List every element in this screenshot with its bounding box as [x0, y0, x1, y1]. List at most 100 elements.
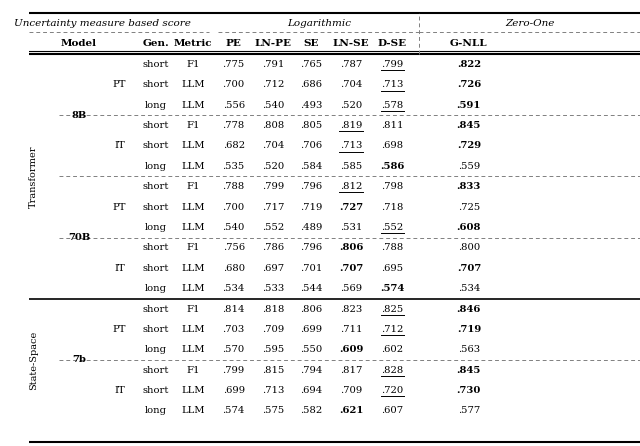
Text: State-Space: State-Space	[29, 330, 38, 390]
Text: .700: .700	[223, 80, 244, 89]
Text: .712: .712	[381, 325, 404, 334]
Text: .584: .584	[300, 162, 323, 171]
Text: .814: .814	[222, 305, 245, 314]
Text: .585: .585	[340, 162, 362, 171]
Text: .701: .701	[300, 264, 323, 273]
Text: .796: .796	[300, 182, 323, 191]
Text: .788: .788	[381, 244, 404, 252]
Text: .812: .812	[340, 182, 362, 191]
Text: LLM: LLM	[181, 386, 204, 395]
Text: LLM: LLM	[181, 345, 204, 354]
Text: .698: .698	[381, 141, 404, 150]
Text: G-NLL: G-NLL	[450, 39, 488, 49]
Text: .609: .609	[339, 345, 363, 354]
Text: .719: .719	[457, 325, 481, 334]
Text: .531: .531	[340, 223, 362, 232]
Text: .719: .719	[300, 202, 323, 211]
Text: .709: .709	[262, 325, 284, 334]
Text: .489: .489	[300, 223, 323, 232]
Text: Gen.: Gen.	[143, 39, 170, 49]
Text: short: short	[143, 202, 169, 211]
Text: short: short	[143, 366, 169, 375]
Text: .570: .570	[223, 345, 244, 354]
Text: .815: .815	[262, 366, 285, 375]
Text: .775: .775	[223, 60, 244, 69]
Text: .550: .550	[300, 345, 323, 354]
Text: .720: .720	[381, 386, 404, 395]
Text: .699: .699	[223, 386, 244, 395]
Text: long: long	[145, 223, 167, 232]
Text: long: long	[145, 162, 167, 171]
Text: Model: Model	[61, 39, 97, 49]
Text: .540: .540	[223, 223, 245, 232]
Text: .845: .845	[457, 121, 481, 130]
Text: D-SE: D-SE	[378, 39, 407, 49]
Text: short: short	[143, 264, 169, 273]
Text: short: short	[143, 325, 169, 334]
Text: Metric: Metric	[173, 39, 212, 49]
Text: .707: .707	[457, 264, 481, 273]
Text: Zero-One: Zero-One	[506, 19, 555, 28]
Text: long: long	[145, 406, 167, 416]
Text: .709: .709	[340, 386, 362, 395]
Text: .806: .806	[339, 244, 363, 252]
Text: F1: F1	[186, 366, 200, 375]
Text: .799: .799	[262, 182, 284, 191]
Text: 7b: 7b	[72, 355, 86, 364]
Text: .520: .520	[340, 101, 362, 110]
Text: .713: .713	[262, 386, 285, 395]
Text: .534: .534	[223, 284, 245, 293]
Text: .569: .569	[340, 284, 362, 293]
Text: short: short	[143, 80, 169, 89]
Text: PT: PT	[113, 80, 126, 89]
Text: .811: .811	[381, 121, 404, 130]
Text: .577: .577	[458, 406, 480, 416]
Text: long: long	[145, 101, 167, 110]
Text: .794: .794	[300, 366, 323, 375]
Text: .700: .700	[223, 202, 244, 211]
Text: .729: .729	[457, 141, 481, 150]
Text: short: short	[143, 60, 169, 69]
Text: .699: .699	[300, 325, 323, 334]
Text: Transformer: Transformer	[29, 145, 38, 208]
Text: .535: .535	[223, 162, 244, 171]
Text: .697: .697	[262, 264, 284, 273]
Text: SE: SE	[303, 39, 319, 49]
Text: .799: .799	[381, 60, 404, 69]
Text: .707: .707	[339, 264, 363, 273]
Text: .808: .808	[262, 121, 284, 130]
Text: .756: .756	[223, 244, 244, 252]
Text: IT: IT	[114, 386, 125, 395]
Text: .621: .621	[339, 406, 363, 416]
Text: .718: .718	[381, 202, 404, 211]
Text: .704: .704	[262, 141, 285, 150]
Text: PE: PE	[226, 39, 241, 49]
Text: .717: .717	[262, 202, 285, 211]
Text: .574: .574	[223, 406, 245, 416]
Text: short: short	[143, 141, 169, 150]
Text: .711: .711	[340, 325, 362, 334]
Text: .822: .822	[457, 60, 481, 69]
Text: .778: .778	[223, 121, 244, 130]
Text: .798: .798	[381, 182, 404, 191]
Text: 8B: 8B	[72, 111, 86, 120]
Text: .704: .704	[340, 80, 362, 89]
Text: .730: .730	[457, 386, 481, 395]
Text: 70B: 70B	[68, 233, 90, 242]
Text: LN-PE: LN-PE	[255, 39, 292, 49]
Text: LLM: LLM	[181, 223, 204, 232]
Text: .552: .552	[262, 223, 284, 232]
Text: .608: .608	[457, 223, 481, 232]
Text: .788: .788	[223, 182, 244, 191]
Text: .591: .591	[457, 101, 481, 110]
Text: .552: .552	[381, 223, 404, 232]
Text: short: short	[143, 121, 169, 130]
Text: .833: .833	[457, 182, 481, 191]
Text: LLM: LLM	[181, 284, 204, 293]
Text: LLM: LLM	[181, 101, 204, 110]
Text: LLM: LLM	[181, 80, 204, 89]
Text: .694: .694	[300, 386, 323, 395]
Text: F1: F1	[186, 60, 200, 69]
Text: F1: F1	[186, 182, 200, 191]
Text: short: short	[143, 244, 169, 252]
